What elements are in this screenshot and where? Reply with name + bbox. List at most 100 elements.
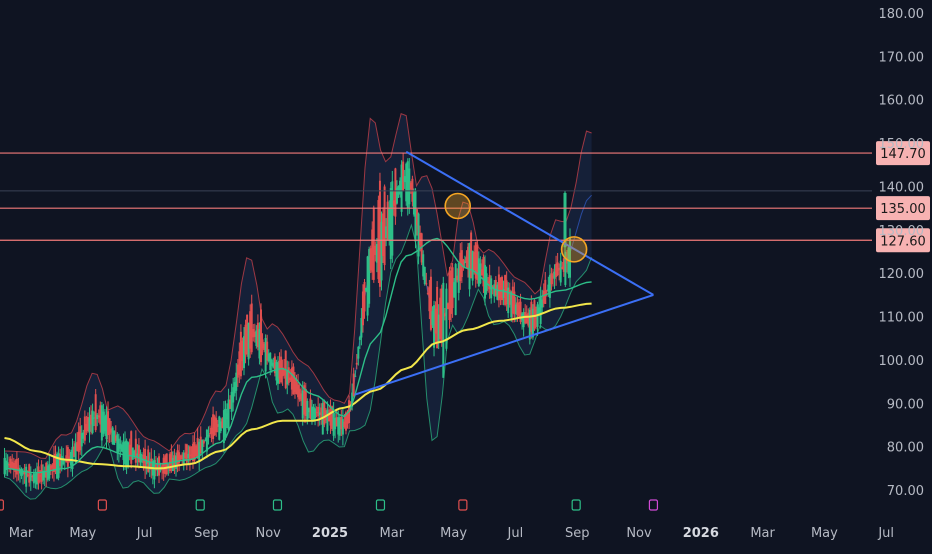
candle-body [465,257,468,263]
candle-body [255,330,258,346]
candle-body [437,314,440,342]
level-label-background[interactable] [876,196,930,221]
candle-body [290,367,293,390]
candle-body [117,438,120,452]
candle-body [94,394,97,431]
candle-body [128,444,131,456]
candle-body [329,409,332,426]
candle-body [368,249,371,304]
x-tick-label: Nov [256,526,282,541]
earnings-marker[interactable] [571,499,581,511]
earnings-marker[interactable] [272,499,283,511]
candle-body [201,439,204,453]
candle-body [153,460,156,480]
earnings-marker[interactable] [97,499,107,511]
candle-body [230,391,233,412]
triangle-lower-trendline[interactable] [354,293,654,396]
candle-body [90,414,93,425]
candle-body [276,362,279,384]
candle-body [454,263,457,315]
y-tick-label: 100.00 [879,354,925,369]
candle-body [568,238,571,278]
level-label-background[interactable] [876,141,930,166]
candle-body [131,447,134,460]
candle-body [416,209,419,226]
time-axis[interactable]: Mar May Jul Sep Nov 2025 Mar May Jul Sep Nov 2026 Ma… [9,526,894,541]
candle-body [256,322,259,348]
candle-body [436,286,439,349]
level-label[interactable]: 147.70 [880,147,926,162]
candle-body [52,455,55,472]
candle-body [111,427,114,444]
level-label[interactable]: 135.00 [880,202,926,217]
drawings[interactable] [354,150,654,396]
candle-body [304,389,307,417]
candle-body [434,308,437,334]
candle-body [508,289,511,305]
candle-body [145,461,148,465]
candle-body [408,168,411,205]
candle-body [23,471,26,475]
candle-body [409,182,412,190]
candle-body [351,392,354,407]
earnings-marker[interactable] [458,499,468,511]
candle-body [142,454,145,463]
candle-body [535,309,537,320]
earnings-marker[interactable] [195,499,205,511]
horizontal-levels[interactable]: 147.70 135.00 127.60 [0,141,930,253]
candle-body [215,418,218,433]
candle-body [479,263,482,284]
candle-body [457,263,460,293]
candle-body [25,466,28,487]
candle-body [355,362,358,365]
candle-body [556,262,559,276]
candle-body [236,364,239,378]
candle-body [37,466,40,483]
y-tick-label: 180.00 [879,7,925,22]
candle-body [79,426,82,451]
y-tick-label: 160.00 [879,94,925,109]
candle-body [399,180,402,194]
candle-body [60,455,63,469]
candle-body [287,367,290,383]
y-tick-label: 170.00 [879,50,925,65]
highlight-circle[interactable] [560,236,588,263]
candle-body [423,266,426,285]
x-tick-label: 2025 [312,526,348,541]
candle-body [467,246,470,269]
level-label[interactable]: 127.60 [880,234,926,249]
candle-body [209,433,212,435]
candle-body [463,261,466,264]
candle-body [62,457,65,465]
candle-body [247,322,250,360]
candle-body [493,284,496,297]
x-tick-label: Mar [750,526,775,541]
candle-body [85,423,88,432]
candle-body [451,267,454,309]
level-label-background[interactable] [876,228,930,253]
price-axis[interactable]: 180.00 170.00 160.00 150.00 140.00 130.00 120.… [879,7,925,499]
candle-body [264,337,267,372]
candle-body [431,311,434,325]
candle-body [29,473,32,481]
candle-body [394,168,397,217]
candle-body [192,443,195,461]
earnings-marker[interactable] [0,499,4,511]
candle-body [303,385,306,415]
candle-body [137,445,140,463]
event-markers[interactable] [0,499,659,511]
candle-body [164,455,167,475]
candle-body [144,448,147,469]
candle-body [380,221,383,281]
triangle-upper-trendline[interactable] [405,150,654,296]
candle-body [494,279,497,296]
candle-body [71,446,74,469]
earnings-marker[interactable] [648,499,659,511]
candle-body [34,474,37,482]
candle-body [538,307,541,314]
candle-body [476,244,479,280]
highlight-circle[interactable] [444,192,472,220]
earnings-marker[interactable] [375,499,386,511]
